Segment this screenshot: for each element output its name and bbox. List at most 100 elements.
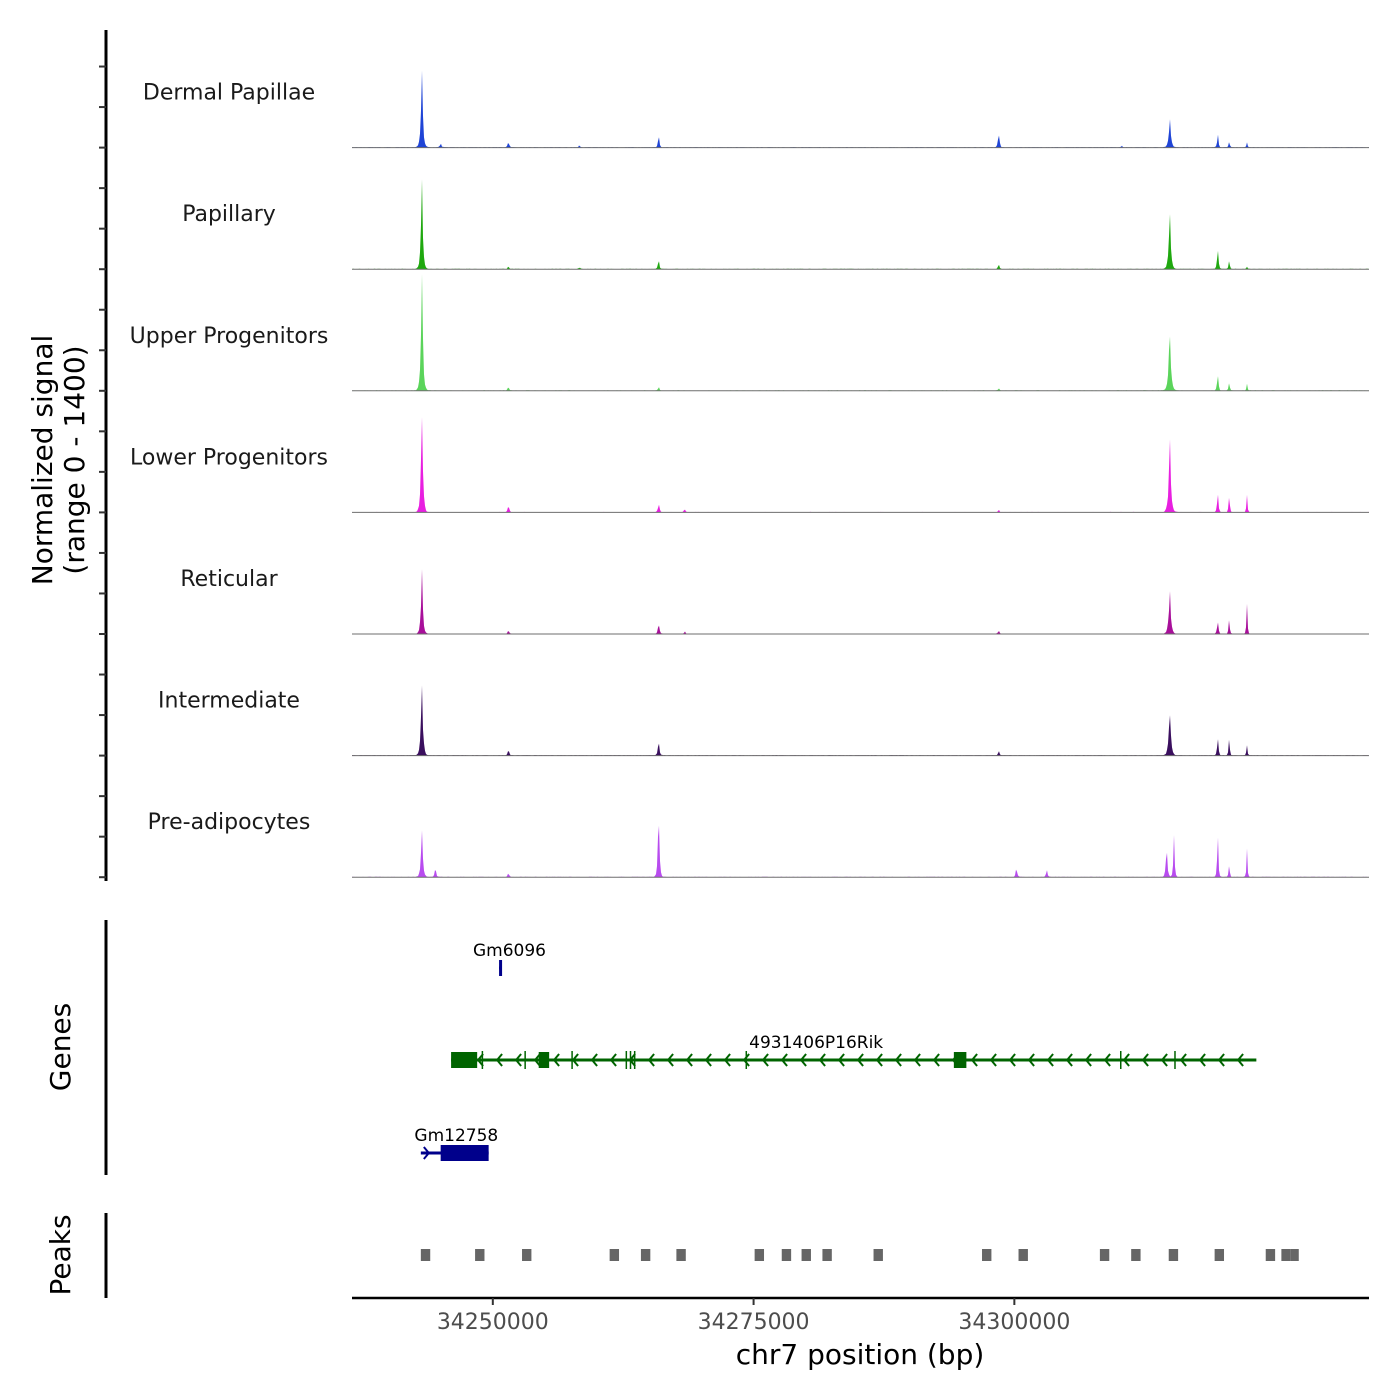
track-label: Papillary	[182, 202, 276, 227]
x-tick-label: 34250000	[437, 1310, 549, 1335]
peak-region	[801, 1249, 811, 1261]
gene-gm12758: Gm12758	[414, 1126, 498, 1161]
strand-arrow	[837, 1053, 845, 1067]
strand-arrow	[514, 1053, 522, 1067]
peak-region	[1018, 1249, 1028, 1261]
peak-region	[781, 1249, 792, 1261]
coverage-area	[352, 70, 1369, 148]
exon	[538, 1052, 550, 1068]
strand-arrow	[647, 1053, 655, 1067]
peak-region	[522, 1249, 532, 1261]
peak-region	[822, 1249, 832, 1261]
strand-arrow	[913, 1053, 921, 1067]
track-papillary: Papillary	[182, 179, 1369, 270]
strand-arrow	[742, 1053, 750, 1067]
strand-arrow	[761, 1053, 769, 1067]
coverage-area	[352, 274, 1369, 391]
strand-arrow	[1236, 1053, 1244, 1067]
peak-track: Peaks	[44, 1213, 1299, 1298]
strand-arrow	[799, 1053, 807, 1067]
strand-arrow	[1084, 1053, 1092, 1067]
track-label: Intermediate	[158, 689, 300, 714]
peak-region	[1290, 1249, 1299, 1261]
exon	[451, 1052, 478, 1068]
strand-arrow	[571, 1053, 579, 1067]
genomic-x-axis: chr7 position (bp) 34250000 34275000 34300…	[352, 1296, 1369, 1371]
exon	[499, 960, 503, 976]
strand-arrow	[894, 1053, 902, 1067]
peaks-axis-title: Peaks	[44, 1214, 77, 1295]
strand-arrow	[590, 1053, 598, 1067]
strand-arrow	[989, 1053, 997, 1067]
gene-label: Gm6096	[473, 941, 546, 961]
coverage-area	[352, 685, 1369, 756]
strand-arrow	[1198, 1053, 1206, 1067]
peak-region	[754, 1249, 765, 1261]
y-axis-title-line1: Normalized signal	[26, 335, 59, 586]
coverage-area	[352, 825, 1369, 878]
strand-arrow	[666, 1053, 674, 1067]
strand-arrow	[476, 1053, 484, 1067]
peak-region	[1168, 1249, 1179, 1261]
strand-arrow	[856, 1053, 864, 1067]
gene-gm6096: Gm6096	[473, 941, 546, 976]
strand-arrow	[1046, 1053, 1054, 1067]
strand-arrow	[1160, 1053, 1168, 1067]
strand-arrow	[818, 1053, 826, 1067]
peak-region	[475, 1249, 485, 1261]
peak-region	[420, 1249, 431, 1261]
x-axis-title: chr7 position (bp)	[736, 1338, 985, 1371]
track-upper-progenitors: Upper Progenitors	[130, 274, 1369, 392]
exon	[953, 1052, 967, 1068]
strand-arrow	[423, 1146, 431, 1160]
peak-region	[1265, 1249, 1276, 1261]
strand-arrow	[1179, 1053, 1187, 1067]
strand-arrow	[1027, 1053, 1035, 1067]
strand-arrow	[1122, 1053, 1130, 1067]
track-reticular: Reticular	[180, 567, 1369, 635]
peak-region	[676, 1249, 686, 1261]
y-axis-title-line2: (range 0 - 1400)	[58, 345, 91, 574]
coverage-area	[352, 179, 1369, 270]
strand-arrow	[1065, 1053, 1073, 1067]
strand-arrow	[780, 1053, 788, 1067]
gene-label: 4931406P16Rik	[749, 1033, 883, 1053]
coverage-area	[352, 569, 1369, 634]
strand-arrow	[875, 1053, 883, 1067]
signal-y-axis: Normalized signal (range 0 - 1400)	[26, 30, 108, 881]
x-tick-label: 34275000	[698, 1310, 810, 1335]
strand-arrow	[1217, 1053, 1225, 1067]
strand-arrow	[723, 1053, 731, 1067]
strand-arrow	[1008, 1053, 1016, 1067]
track-pre-adipocytes: Pre-adipocytes	[148, 810, 1369, 878]
track-label: Lower Progenitors	[130, 445, 328, 470]
strand-arrow	[552, 1053, 560, 1067]
track-dermal-papillae: Dermal Papillae	[143, 70, 1369, 149]
gene-track: Genes Gm6096 4931406P16Rik Gm12758	[44, 920, 1257, 1175]
peak-region	[1214, 1249, 1225, 1261]
gene-label: Gm12758	[414, 1126, 498, 1146]
gene-4931406p16rik: 4931406P16Rik	[451, 1033, 1257, 1069]
peak-region	[640, 1249, 651, 1261]
peak-region	[982, 1249, 992, 1261]
peak-region	[873, 1249, 883, 1261]
peak-region	[1281, 1249, 1291, 1261]
track-label: Upper Progenitors	[130, 324, 329, 349]
exon	[440, 1145, 489, 1161]
track-lower-progenitors: Lower Progenitors	[130, 417, 1369, 513]
strand-arrow	[533, 1053, 541, 1067]
strand-arrow	[609, 1053, 617, 1067]
track-label: Dermal Papillae	[143, 81, 315, 106]
x-tick-label: 34300000	[958, 1310, 1070, 1335]
coverage-tracks: Dermal Papillae Papillary Upper Progenitor…	[130, 70, 1369, 878]
strand-arrow	[495, 1053, 503, 1067]
track-label: Reticular	[180, 567, 278, 592]
strand-arrow	[932, 1053, 940, 1067]
strand-arrow	[685, 1053, 693, 1067]
strand-arrow	[1141, 1053, 1149, 1067]
coverage-area	[352, 417, 1369, 513]
peak-region	[609, 1249, 620, 1261]
track-intermediate: Intermediate	[158, 685, 1369, 757]
strand-arrow	[1103, 1053, 1111, 1067]
